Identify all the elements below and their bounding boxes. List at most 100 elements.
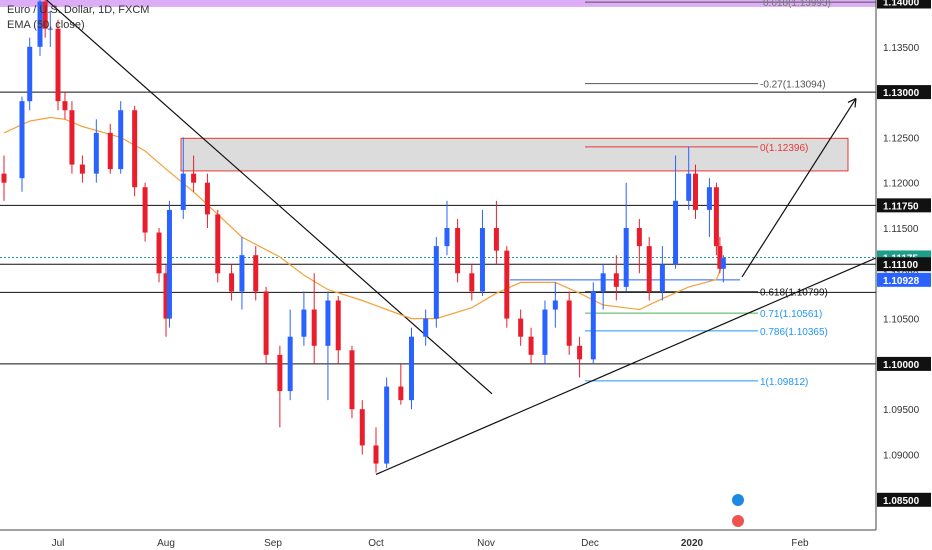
price-axis-badge-label-0: 1.11750 — [883, 201, 919, 212]
time-axis-tick-4: Nov — [477, 538, 495, 549]
price-axis-tick-9: 1.13000 — [883, 88, 920, 99]
candle-body — [349, 350, 355, 410]
price-axis-tick-0: 1.08500 — [883, 496, 920, 507]
uptrend-line — [375, 257, 877, 475]
candle-body — [93, 132, 99, 174]
candle-body — [191, 173, 197, 183]
candle-body — [646, 246, 652, 292]
price-axis-tick-10: 1.13500 — [883, 43, 920, 54]
candle-body — [301, 309, 307, 337]
price-axis-badge-label-2: 1.11100 — [883, 260, 918, 271]
candle-body — [600, 273, 606, 292]
price-axis-tick-7: 1.12000 — [883, 179, 920, 190]
candle-body — [493, 228, 499, 251]
candle-body — [686, 173, 692, 201]
price-axis-badge-0 — [877, 198, 931, 213]
candle-body — [263, 291, 269, 355]
candle-body — [433, 246, 439, 319]
time-axis-tick-6: 2020 — [681, 538, 704, 549]
candle-body — [423, 318, 429, 337]
candle-body — [42, 1, 48, 29]
supply-zone-gray — [180, 137, 849, 172]
candle-body — [1, 173, 7, 183]
candle-body — [528, 336, 534, 355]
candle-body — [590, 291, 596, 360]
candle-body — [706, 187, 712, 210]
candle-body — [659, 264, 665, 292]
fib-label-0: 0.618(1.13993) — [763, 0, 831, 9]
candle-body — [287, 336, 293, 392]
candle-body — [19, 101, 25, 179]
candle-body — [713, 187, 719, 247]
candle-body — [142, 187, 148, 233]
price-axis-highlight — [877, 0, 931, 9]
candle-body — [542, 309, 548, 355]
candle-body — [566, 300, 572, 346]
candle-body — [720, 257, 726, 269]
candle-body — [215, 214, 221, 274]
candle-body — [469, 273, 475, 292]
candle-body — [623, 228, 629, 287]
candle-body — [577, 345, 583, 360]
candle-body — [62, 101, 68, 111]
candle-body — [132, 110, 138, 188]
time-axis-tick-2: Sep — [264, 538, 282, 549]
candle-body — [166, 209, 172, 319]
candle-body — [107, 132, 113, 170]
candle-body — [325, 300, 331, 346]
candle-body — [37, 1, 43, 47]
candle-body — [384, 386, 390, 464]
price-axis-tick-2: 1.09500 — [883, 405, 920, 416]
candle-body — [692, 173, 698, 210]
price-axis-highlight — [877, 356, 931, 371]
price-axis-tick-4: 1.10500 — [883, 315, 920, 326]
fib-label-6: 1(1.09812) — [760, 377, 808, 388]
candle-body — [518, 318, 524, 337]
candle-body — [673, 200, 679, 265]
resistance-zone-purple — [0, 0, 876, 7]
event-marker-icon — [732, 494, 744, 506]
time-axis-tick-5: Dec — [581, 538, 599, 549]
chart-title: Euro / U.S. Dollar, 1D, FXCM — [7, 4, 150, 16]
candle-body — [204, 182, 210, 215]
projection-arrow-line — [741, 98, 857, 278]
candle-body — [118, 110, 124, 170]
candle-body — [79, 164, 85, 174]
candle-body — [717, 246, 723, 269]
candle-body — [277, 354, 283, 392]
time-axis-tick-1: Aug — [157, 538, 175, 549]
candle-body — [504, 250, 510, 319]
time-axis-tick-0: Jul — [52, 538, 65, 549]
candle-body — [408, 336, 414, 401]
candle-body — [239, 255, 245, 292]
time-axis-tick-3: Oct — [368, 538, 384, 549]
candle-body — [359, 409, 365, 446]
fib-label-5: 0.786(1.10365) — [760, 327, 828, 338]
candle-body — [613, 273, 619, 287]
price-axis-tick-6: 1.11500 — [883, 224, 919, 235]
candle-body — [163, 273, 169, 319]
candle-body — [229, 273, 235, 292]
price-axis-badge-label-3: 1.10928 — [883, 276, 920, 287]
projection-arrow-head — [847, 97, 857, 108]
price-axis-tick-11: 1.14000 — [883, 0, 920, 9]
fib-label-4: 0.71(1.10561) — [760, 309, 822, 320]
candle-body — [444, 228, 450, 247]
fib-label-2: 0(1.12396) — [760, 143, 808, 154]
candle-body — [552, 300, 558, 310]
candle-body — [156, 232, 162, 274]
candle-body — [311, 309, 317, 346]
time-axis-tick-7: Feb — [791, 538, 809, 549]
candle-body — [398, 386, 404, 401]
candle-body — [636, 228, 642, 247]
flag-marker-icon — [732, 515, 744, 527]
fib-label-1: -0.27(1.13094) — [760, 80, 826, 91]
candle-body — [47, 28, 53, 30]
candle-body — [455, 228, 461, 274]
price-axis-highlight — [877, 85, 931, 100]
candle-body — [27, 46, 33, 102]
candle-body — [373, 445, 379, 464]
candle-body — [55, 28, 61, 102]
